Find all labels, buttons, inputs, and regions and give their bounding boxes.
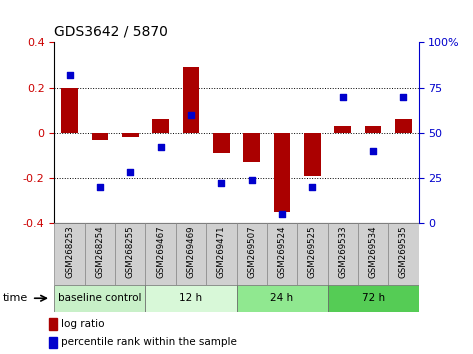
Bar — [395, 119, 412, 133]
Text: 24 h: 24 h — [271, 293, 294, 303]
Bar — [236, 223, 267, 285]
Text: GSM269525: GSM269525 — [308, 225, 317, 278]
Point — [369, 148, 377, 154]
Point — [66, 72, 73, 78]
Text: GSM268255: GSM268255 — [126, 225, 135, 278]
Text: GSM269507: GSM269507 — [247, 225, 256, 278]
Bar — [206, 223, 236, 285]
Bar — [183, 67, 199, 133]
Bar — [213, 133, 230, 153]
Text: GSM269467: GSM269467 — [156, 225, 165, 278]
Bar — [49, 337, 57, 348]
Point — [339, 94, 347, 99]
Bar — [365, 126, 381, 133]
Bar — [327, 223, 358, 285]
Bar — [236, 285, 327, 312]
Point — [248, 177, 255, 183]
Bar — [92, 133, 108, 139]
Text: GSM269534: GSM269534 — [368, 225, 377, 278]
Text: GSM268253: GSM268253 — [65, 225, 74, 278]
Bar — [297, 223, 327, 285]
Bar — [54, 285, 146, 312]
Bar — [122, 133, 139, 137]
Text: percentile rank within the sample: percentile rank within the sample — [61, 337, 237, 348]
Text: GSM269533: GSM269533 — [338, 225, 347, 278]
Text: GSM269471: GSM269471 — [217, 225, 226, 278]
Bar — [145, 285, 236, 312]
Text: GSM269469: GSM269469 — [186, 225, 195, 278]
Point — [96, 184, 104, 190]
Point — [400, 94, 407, 99]
Point — [308, 184, 316, 190]
Bar — [388, 223, 419, 285]
Bar — [267, 223, 297, 285]
Text: baseline control: baseline control — [58, 293, 142, 303]
Bar — [274, 133, 290, 212]
Bar — [115, 223, 146, 285]
Point — [278, 211, 286, 217]
Text: GSM269524: GSM269524 — [278, 225, 287, 278]
Bar — [304, 133, 321, 176]
Point — [218, 181, 225, 186]
Text: log ratio: log ratio — [61, 319, 105, 329]
Bar — [85, 223, 115, 285]
Point — [157, 144, 165, 150]
Bar — [358, 223, 388, 285]
Point — [187, 112, 195, 118]
Bar — [61, 88, 78, 133]
Bar — [54, 223, 85, 285]
Bar — [176, 223, 206, 285]
Bar — [334, 126, 351, 133]
Bar — [243, 133, 260, 162]
Text: 72 h: 72 h — [361, 293, 385, 303]
Point — [126, 170, 134, 175]
Text: 12 h: 12 h — [179, 293, 202, 303]
Bar — [49, 319, 57, 330]
Bar — [327, 285, 419, 312]
Text: GSM268254: GSM268254 — [96, 225, 105, 278]
Text: time: time — [2, 293, 27, 303]
Text: GDS3642 / 5870: GDS3642 / 5870 — [54, 25, 168, 39]
Text: GSM269535: GSM269535 — [399, 225, 408, 278]
Bar — [152, 119, 169, 133]
Bar — [145, 223, 176, 285]
